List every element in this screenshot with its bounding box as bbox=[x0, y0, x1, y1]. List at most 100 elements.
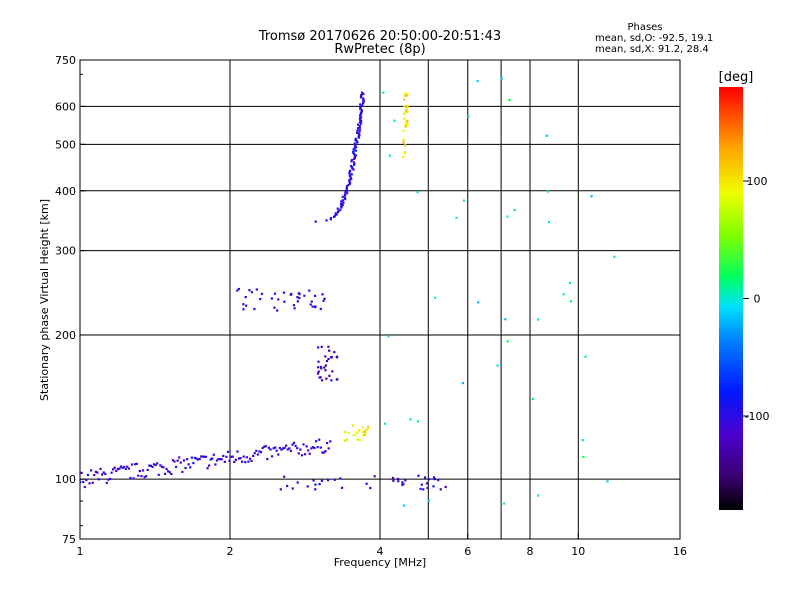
echo-point bbox=[420, 483, 423, 486]
echo-point bbox=[276, 309, 279, 312]
echo-point bbox=[283, 475, 286, 478]
echo-point bbox=[367, 425, 370, 428]
echo-point bbox=[341, 199, 344, 202]
echo-point bbox=[343, 193, 347, 196]
echo-point bbox=[349, 175, 352, 178]
echo-point bbox=[119, 465, 123, 468]
echo-point bbox=[333, 215, 336, 219]
echo-point bbox=[160, 465, 164, 468]
echo-point bbox=[317, 360, 320, 363]
echo-point bbox=[316, 446, 319, 449]
echo-point bbox=[230, 455, 233, 458]
echo-point bbox=[105, 481, 108, 484]
echo-point bbox=[302, 443, 305, 446]
colorbar bbox=[719, 87, 743, 510]
colorbar-tick-label: -100 bbox=[745, 410, 770, 423]
echo-point bbox=[277, 453, 280, 456]
echo-point bbox=[406, 110, 409, 113]
echo-point bbox=[363, 433, 367, 436]
echo-point bbox=[360, 109, 364, 112]
echo-point bbox=[361, 102, 365, 105]
echo-point bbox=[344, 430, 347, 434]
echo-point bbox=[547, 190, 550, 193]
echo-point bbox=[508, 98, 511, 102]
echo-point bbox=[270, 297, 273, 300]
echo-point bbox=[225, 455, 228, 458]
echo-point bbox=[349, 176, 352, 179]
echo-point bbox=[434, 296, 437, 299]
echo-point bbox=[212, 453, 215, 456]
echo-point bbox=[314, 488, 317, 491]
echo-point bbox=[292, 441, 296, 444]
echo-point bbox=[354, 149, 357, 152]
echo-point bbox=[118, 467, 121, 470]
echo-point bbox=[298, 293, 301, 296]
echo-point bbox=[140, 475, 143, 478]
echo-point bbox=[343, 196, 346, 200]
echo-point bbox=[273, 292, 277, 295]
echo-point bbox=[404, 479, 407, 482]
echo-point bbox=[283, 300, 286, 303]
echo-point bbox=[343, 194, 347, 197]
echo-point bbox=[255, 288, 258, 291]
echo-point bbox=[419, 487, 422, 491]
echo-point bbox=[327, 357, 330, 361]
echo-point bbox=[362, 430, 365, 434]
echo-point bbox=[366, 427, 369, 431]
echo-point bbox=[392, 479, 395, 482]
echo-point bbox=[358, 128, 362, 131]
echo-point bbox=[333, 478, 336, 481]
echo-point bbox=[467, 115, 470, 118]
echo-point bbox=[237, 287, 241, 291]
echo-point bbox=[245, 456, 248, 459]
colorbar-label: [deg] bbox=[719, 70, 754, 85]
echo-point bbox=[193, 456, 197, 460]
echo-point bbox=[264, 445, 267, 448]
echo-point bbox=[261, 446, 264, 450]
echo-point bbox=[110, 471, 113, 474]
x-tick-label: 1 bbox=[77, 545, 84, 558]
echo-point bbox=[545, 134, 548, 137]
echo-point bbox=[353, 162, 356, 165]
stats-header: Phases bbox=[627, 22, 662, 33]
echo-point bbox=[504, 318, 507, 321]
echo-point bbox=[305, 445, 308, 448]
echo-point bbox=[403, 112, 406, 115]
echo-point bbox=[352, 434, 356, 437]
echo-point bbox=[319, 446, 322, 449]
echo-point bbox=[318, 438, 321, 441]
echo-point bbox=[181, 470, 184, 474]
echo-point bbox=[348, 181, 352, 184]
data-points bbox=[80, 77, 616, 507]
echo-point bbox=[222, 454, 225, 458]
echo-point bbox=[223, 460, 226, 463]
echo-point bbox=[331, 370, 334, 373]
echo-point bbox=[198, 457, 201, 461]
echo-point bbox=[313, 294, 317, 297]
echo-point bbox=[359, 115, 362, 118]
echo-point bbox=[318, 376, 321, 379]
echo-point bbox=[148, 464, 151, 467]
echo-point bbox=[179, 461, 182, 464]
echo-point bbox=[356, 131, 359, 134]
echo-point bbox=[97, 478, 101, 481]
echo-point bbox=[91, 481, 94, 484]
echo-point bbox=[83, 485, 86, 489]
echo-point bbox=[349, 164, 353, 168]
echo-point bbox=[113, 466, 116, 469]
y-axis-label: Stationary phase Virtual Height [km] bbox=[38, 199, 51, 401]
echo-point bbox=[173, 460, 176, 463]
echo-point bbox=[324, 364, 327, 367]
echo-point bbox=[354, 145, 358, 149]
echo-point bbox=[121, 466, 124, 469]
echo-point bbox=[244, 295, 247, 299]
echo-point bbox=[237, 457, 241, 460]
echo-point bbox=[88, 482, 91, 485]
echo-point bbox=[344, 190, 347, 194]
echo-point bbox=[266, 457, 269, 461]
echo-point bbox=[255, 449, 258, 452]
echo-point bbox=[358, 429, 361, 432]
echo-point bbox=[437, 479, 440, 482]
echo-point bbox=[359, 108, 362, 111]
echo-point bbox=[397, 480, 400, 483]
